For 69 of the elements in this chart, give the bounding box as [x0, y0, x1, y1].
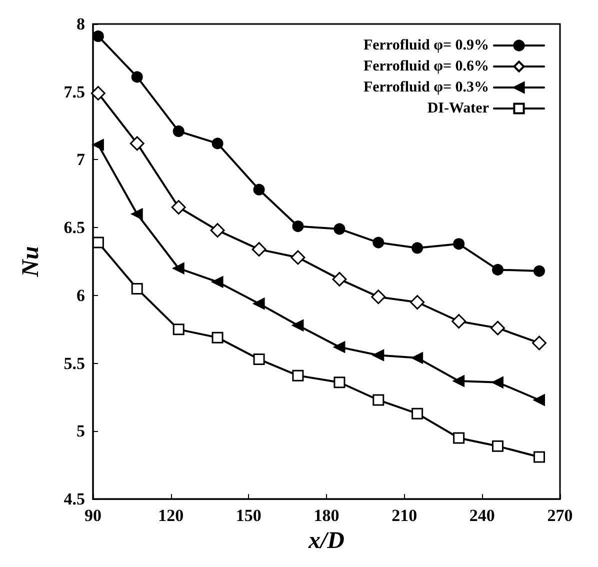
point — [452, 314, 466, 329]
legend-label: Ferrofluid φ= 0.6% — [363, 58, 489, 74]
point — [532, 336, 546, 350]
point — [410, 295, 425, 310]
point — [253, 184, 265, 196]
point — [490, 320, 505, 336]
point — [334, 223, 346, 235]
point — [131, 208, 143, 220]
y-tick-label: 5 — [76, 422, 85, 441]
point — [171, 200, 186, 215]
point — [292, 320, 304, 332]
point — [492, 440, 504, 452]
x-tick-label: 150 — [236, 506, 262, 526]
point — [252, 242, 266, 257]
point — [372, 394, 384, 406]
y-tick-label: 8 — [76, 14, 85, 34]
point — [92, 30, 104, 42]
point — [534, 265, 545, 277]
point — [292, 220, 304, 232]
point — [533, 394, 545, 406]
point — [492, 264, 504, 276]
y-tick-label: 6 — [76, 286, 85, 305]
point — [212, 138, 224, 150]
point — [371, 290, 386, 304]
legend-label: Ferrofluid φ= 0.9% — [363, 38, 489, 54]
legend-label: Ferrofluid φ= 0.3% — [363, 80, 489, 96]
y-axis-title: Nu — [18, 246, 44, 278]
x-tick-label: 240 — [469, 506, 495, 526]
point — [372, 236, 384, 248]
point — [412, 408, 424, 420]
x-tick-label: 180 — [314, 506, 340, 526]
x-tick-label: 270 — [547, 506, 573, 526]
point — [290, 250, 306, 265]
point — [492, 376, 504, 388]
point — [453, 432, 465, 444]
point — [172, 262, 184, 274]
point — [92, 236, 104, 248]
point — [172, 125, 184, 137]
point — [292, 370, 304, 382]
point — [172, 324, 184, 336]
point — [131, 71, 143, 83]
point — [332, 272, 347, 286]
y-tick-label: 7.5 — [64, 82, 85, 102]
point — [130, 136, 144, 151]
legend-label: DI-Water — [427, 100, 490, 116]
x-tick-label: 90 — [84, 506, 102, 526]
y-tick-label: 4.5 — [64, 490, 85, 509]
y-tick-label: 6.5 — [64, 218, 85, 238]
point — [90, 86, 106, 100]
point — [533, 451, 545, 463]
x-tick-label: 210 — [392, 506, 418, 526]
point — [253, 354, 265, 366]
point — [412, 242, 424, 254]
x-tick-label: 120 — [158, 506, 184, 526]
point — [453, 238, 465, 250]
point — [131, 282, 143, 294]
point — [210, 223, 225, 238]
point — [212, 276, 224, 288]
x-axis-title: x/D — [308, 528, 344, 554]
point — [412, 352, 424, 364]
y-tick-label: 7 — [76, 150, 86, 170]
point — [92, 139, 104, 151]
point — [372, 349, 384, 361]
point — [253, 298, 265, 310]
point — [453, 375, 465, 387]
point — [334, 376, 346, 388]
point — [212, 332, 224, 344]
point — [334, 341, 346, 353]
y-tick-label: 5.5 — [64, 354, 85, 373]
